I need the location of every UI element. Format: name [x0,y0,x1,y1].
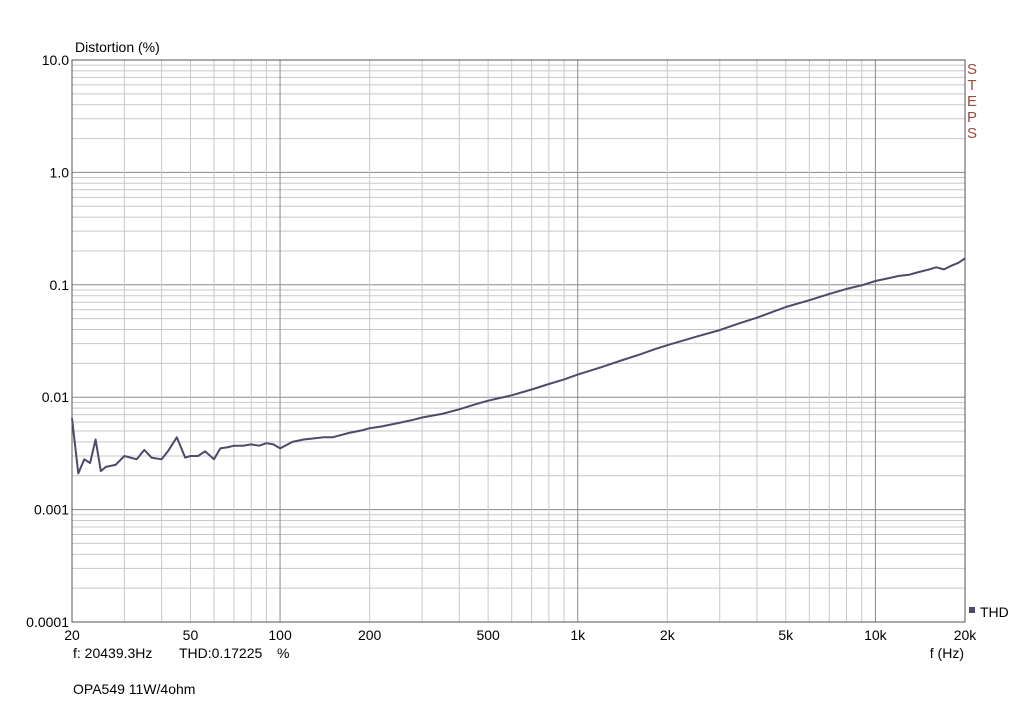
x-tick-label: 100 [268,627,292,643]
x-tick-label: 200 [358,627,382,643]
y-tick-label: 0.0001 [26,614,69,630]
x-tick-label: 50 [183,627,199,643]
freq-readout: f: 20439.3Hz [73,645,153,661]
watermark-letter: S [967,61,977,78]
legend-swatch [969,607,975,613]
y-tick-labels: 10.0 1.0 0.1 0.01 0.001 0.0001 [26,52,69,630]
series-layer [71,257,966,475]
y-tick-label: 10.0 [42,52,69,68]
y-tick-label: 0.1 [50,277,70,293]
legend: THD [969,604,1009,620]
x-tick-label: 1k [570,627,586,643]
caption: OPA549 11W/4ohm [73,681,196,697]
y-axis-label: Distortion (%) [75,39,160,55]
watermark-letter: E [967,93,977,110]
x-tick-label: 20 [64,627,80,643]
x-tick-label: 5k [778,627,794,643]
x-tick-label: 10k [864,627,888,643]
series-line-thd [71,257,966,475]
x-axis-label: f (Hz) [930,645,964,661]
plot-frame [71,59,966,623]
x-tick-label: 2k [660,627,676,643]
legend-label-thd: THD [980,604,1009,620]
watermark-letter: P [967,109,977,126]
y-tick-label: 0.01 [42,389,69,405]
watermark-letter: S [967,125,977,142]
grid-lines [71,60,966,623]
thd-readout: THD:0.17225 [179,645,263,661]
watermark-letter: T [967,77,976,94]
y-tick-label: 0.001 [34,502,69,518]
x-tick-label: 500 [476,627,500,643]
thd-unit: % [277,645,290,661]
y-tick-label: 1.0 [50,164,70,180]
x-tick-labels: 20 50 100 200 500 1k 2k 5k 10k 20k [64,627,977,643]
x-tick-label: 20k [954,627,978,643]
